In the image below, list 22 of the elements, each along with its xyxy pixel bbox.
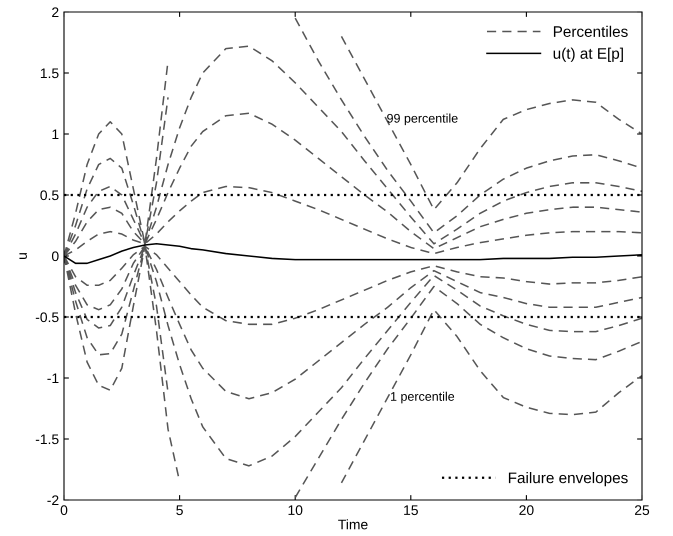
y-axis-title: u bbox=[19, 253, 27, 259]
x-tick-label: 15 bbox=[404, 505, 418, 516]
legend-label: Percentiles bbox=[554, 26, 628, 37]
x-axis-title: Time bbox=[338, 519, 368, 530]
y-tick-label: 1 bbox=[52, 129, 58, 140]
y-tick-label: 1.5 bbox=[40, 68, 59, 78]
y-tick-label: -2 bbox=[47, 495, 58, 506]
x-tick-label: 20 bbox=[519, 505, 534, 516]
y-tick-label: 2 bbox=[52, 7, 58, 18]
annotation: 1 percentile bbox=[391, 392, 454, 404]
annotation: 99 percentile bbox=[387, 114, 458, 126]
y-tick-label: -1.5 bbox=[36, 434, 59, 444]
x-tick-label: 5 bbox=[176, 505, 183, 516]
x-tick-label: 10 bbox=[288, 505, 302, 516]
y-tick-label: -0.5 bbox=[36, 312, 59, 322]
legend-label: Failure envelopes bbox=[508, 472, 628, 486]
y-tick-label: 0 bbox=[52, 251, 59, 262]
legend-label: u(t) at E[p] bbox=[554, 48, 623, 62]
x-tick-label: 0 bbox=[60, 505, 68, 516]
y-tick-label: -1 bbox=[47, 373, 58, 384]
y-tick-label: 0.5 bbox=[40, 190, 59, 200]
x-tick-label: 25 bbox=[634, 505, 650, 516]
